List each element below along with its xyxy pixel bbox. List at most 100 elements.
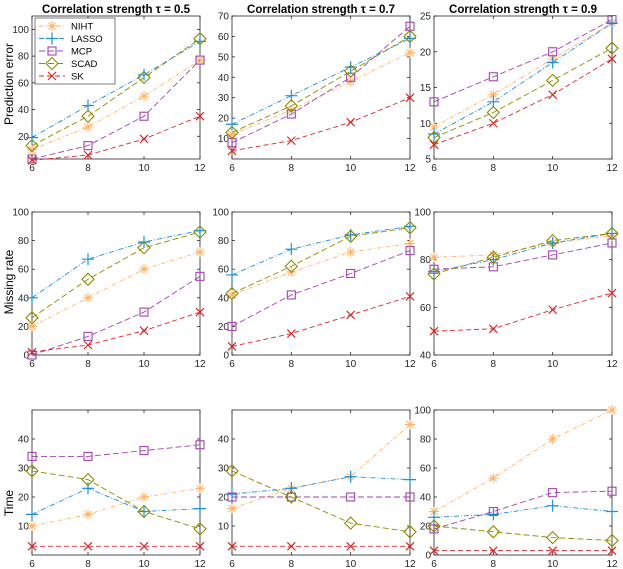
series-niht: [227, 419, 415, 514]
y-tick-label: 80: [18, 52, 30, 63]
data-point-niht: [429, 252, 439, 263]
y-tick-label: 100: [12, 25, 29, 36]
data-point-niht: [429, 121, 439, 132]
series-sk: [27, 307, 205, 357]
series-mcp: [227, 246, 415, 331]
y-tick-label: 60: [420, 464, 432, 475]
y-tick-label: 100: [414, 208, 431, 219]
data-point-lasso: [194, 502, 206, 515]
data-point-mcp: [548, 250, 558, 260]
x-tick-label: 12: [606, 559, 618, 569]
series-line-lasso: [231, 225, 411, 276]
panel-6: 40 60 80 100 6 8 10 12: [414, 208, 619, 370]
series-line-mcp: [231, 25, 411, 144]
data-point-lasso: [428, 511, 440, 524]
y-tick-label: 20: [18, 322, 30, 333]
series-line-scad: [31, 38, 201, 146]
legend-label-scad: SCAD: [71, 59, 98, 70]
axes-box: [433, 15, 613, 160]
panel-9: 0 20 40 60 80 100 6 8 10 12: [414, 405, 619, 569]
data-point-sk: [195, 307, 205, 317]
data-point-niht: [83, 509, 93, 520]
y-tick-label: 20: [218, 114, 230, 125]
column-title-2: Correlation strength τ = 0.7: [247, 4, 395, 16]
data-point-scad: [427, 519, 441, 533]
x-tick-label: 8: [289, 559, 295, 569]
x-tick-label: 6: [29, 163, 35, 174]
data-point-sk: [429, 546, 439, 556]
data-point-sk: [429, 326, 439, 336]
series-line-scad: [31, 231, 201, 319]
data-point-niht: [227, 129, 237, 140]
data-point-mcp: [195, 55, 205, 65]
data-point-scad: [284, 99, 299, 113]
data-point-mcp: [195, 271, 205, 281]
series-lasso: [428, 17, 618, 140]
data-point-sk: [83, 150, 93, 160]
data-point-mcp: [83, 141, 93, 151]
x-tick-label: 6: [229, 163, 235, 174]
series-mcp: [27, 440, 205, 461]
x-tick-label: 6: [431, 559, 437, 569]
data-point-sk: [139, 541, 149, 551]
x-tick-label: 12: [404, 559, 416, 569]
y-tick-label: 0: [23, 351, 29, 362]
data-point-mcp: [83, 451, 93, 461]
row-label-missing-rate: Missing rate: [2, 249, 16, 314]
data-point-scad: [284, 490, 299, 504]
y-tick-label: 20: [420, 522, 432, 533]
y-tick-label: 80: [218, 236, 230, 247]
panel-5: 0 20 40 60 80 100 6 8 10 12: [212, 208, 417, 370]
data-point-mcp: [429, 97, 439, 107]
data-point-scad: [193, 522, 207, 536]
y-tick-label: 60: [18, 265, 30, 276]
data-point-mcp: [83, 331, 93, 341]
x-tick-label: 8: [85, 559, 91, 569]
y-tick-label: 5: [425, 155, 431, 166]
series-line-lasso: [433, 505, 613, 518]
data-point-sk: [405, 291, 415, 301]
panel-1: 20 40 60 80 100 6 8 10 12: [12, 15, 207, 174]
series-line-scad: [433, 525, 613, 541]
x-tick-label: 6: [29, 359, 35, 370]
y-tick-label: 20: [18, 132, 30, 143]
x-tick-label: 6: [229, 559, 235, 569]
x-tick-label: 10: [547, 163, 559, 174]
data-point-scad: [403, 525, 417, 539]
series-line-niht: [433, 409, 613, 512]
data-point-mcp: [286, 290, 296, 300]
data-point-lasso: [26, 508, 38, 521]
y-tick-label: 15: [420, 83, 432, 94]
data-point-mcp: [346, 268, 356, 279]
series-line-sk: [433, 292, 613, 332]
data-point-mcp: [27, 451, 37, 461]
series-scad: [25, 225, 207, 325]
data-point-mcp: [429, 264, 439, 274]
series-sk: [227, 541, 415, 551]
y-tick-label: 20: [218, 493, 230, 504]
legend-label-lasso: LASSO: [71, 34, 103, 45]
series-line-mcp: [31, 59, 201, 160]
y-tick-label: 0: [223, 351, 229, 362]
data-point-mcp: [27, 154, 37, 164]
series-line-lasso: [31, 230, 201, 299]
series-lasso: [428, 499, 618, 524]
data-point-lasso: [226, 268, 238, 281]
data-point-scad: [193, 225, 207, 239]
series-line-lasso: [433, 232, 613, 273]
y-tick-label: 40: [218, 435, 230, 446]
axes-box: [433, 211, 613, 356]
data-point-scad: [25, 311, 39, 325]
column-title-3: Correlation strength τ = 0.9: [449, 4, 597, 16]
data-point-lasso: [285, 482, 298, 495]
series-line-niht: [231, 424, 411, 510]
y-tick-label: 60: [218, 265, 230, 276]
data-point-sk: [286, 136, 296, 146]
data-point-scad: [193, 31, 207, 46]
data-point-sk: [83, 541, 93, 551]
data-point-niht: [227, 503, 237, 514]
series-scad: [25, 31, 207, 153]
x-tick-label: 10: [138, 559, 150, 569]
series-line-lasso: [433, 22, 613, 135]
